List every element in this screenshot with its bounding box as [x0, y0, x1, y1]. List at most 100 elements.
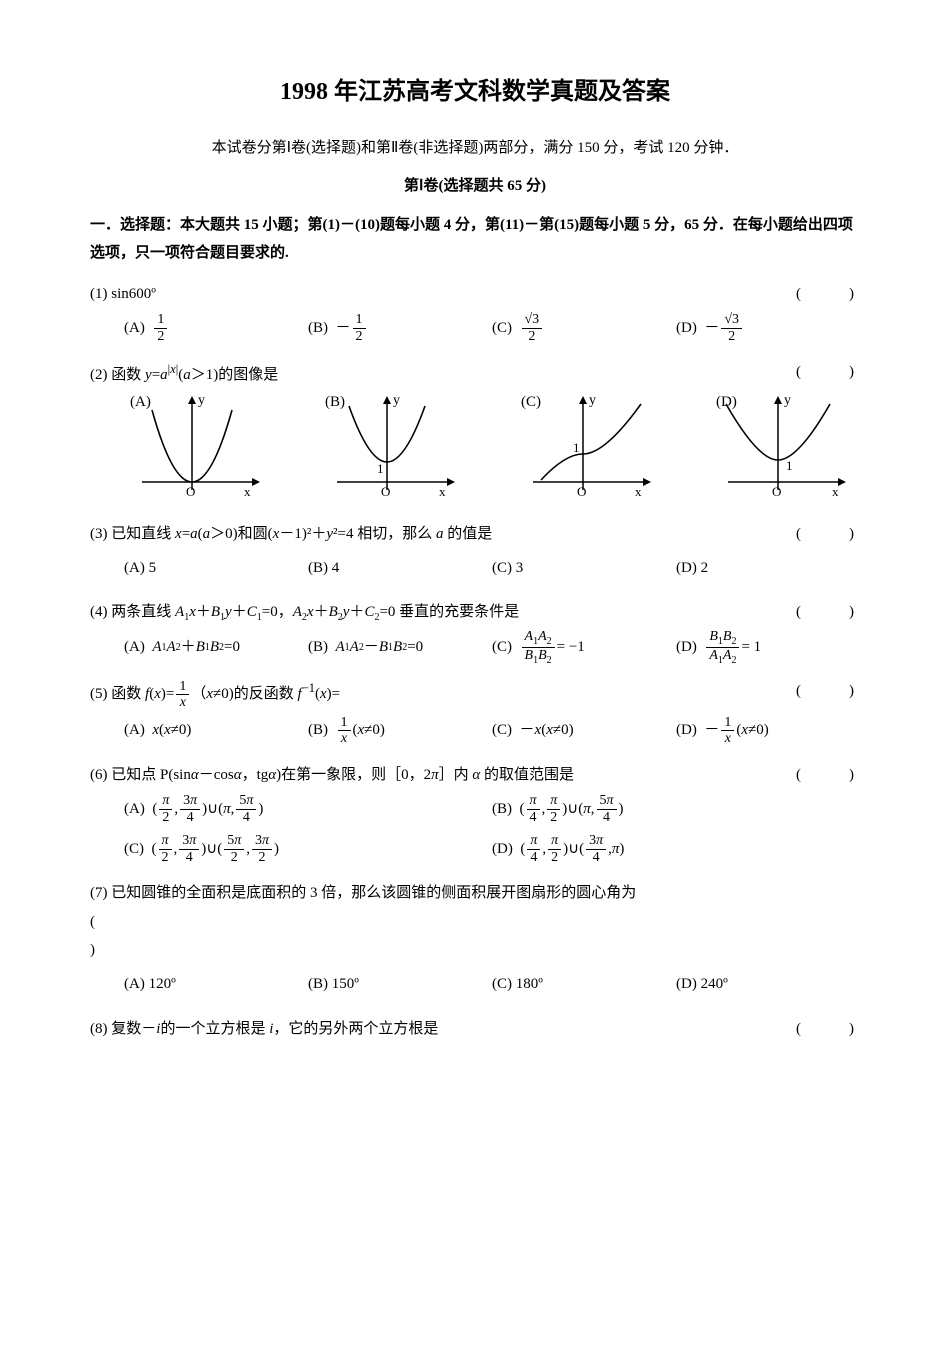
q4-blank: ( ) — [796, 598, 860, 627]
q6-s3: ，tg — [242, 767, 269, 783]
q6-opt-b: (B) (π4, π2)∪(π, 5π4) — [492, 789, 860, 829]
q8-blank: ( ) — [796, 1015, 860, 1044]
svg-text:(A): (A) — [130, 394, 151, 410]
q3-opt-b: (B) 4 — [308, 548, 492, 588]
svg-text:O: O — [381, 484, 390, 499]
q2-blank: ( ) — [796, 358, 860, 387]
svg-text:O: O — [772, 484, 781, 499]
q3-opt-d: (D) 2 — [676, 548, 860, 588]
q5-stem-b: 的反函数 — [234, 686, 298, 702]
svg-text:y: y — [198, 393, 205, 408]
q7-num: (7) — [90, 885, 108, 901]
q5-opt-d: (D) －1x(x≠0) — [676, 711, 860, 751]
svg-text:1: 1 — [377, 461, 384, 476]
q1-opt-b: (B) －12 — [308, 308, 492, 348]
svg-text:x: x — [832, 484, 839, 499]
q6-options: (A) (π2, 3π4)∪(π, 5π4) (B) (π4, π2)∪(π, … — [124, 789, 860, 869]
exam-intro: 本试卷分第Ⅰ卷(选择题)和第Ⅱ卷(非选择题)两部分，满分 150 分，考试 12… — [90, 134, 860, 163]
svg-text:1: 1 — [786, 458, 793, 473]
q4-opt-a: (A) A1A2＋B1B2=0 — [124, 627, 308, 667]
q2-stem-b: 的图像是 — [218, 367, 278, 383]
question-1: (1) sin600º ( ) (A) 12 (B) －12 (C) √32 (… — [90, 280, 860, 349]
q2-graph-d: (D) y 1 O x — [710, 390, 860, 510]
question-8: (8) 复数－i的一个立方根是 i，它的另外两个立方根是 ( ) — [90, 1015, 860, 1044]
q6-s2: －cos — [199, 767, 234, 783]
q1-options: (A) 12 (B) －12 (C) √32 (D) －√32 — [124, 308, 860, 348]
svg-text:1: 1 — [573, 440, 580, 455]
question-5: (5) 函数 f(x)=1x（x≠0)的反函数 f−1(x)= ( ) (A) … — [90, 677, 860, 750]
q5-num: (5) — [90, 686, 108, 702]
svg-text:(C): (C) — [521, 394, 541, 410]
q7-blank: ( ) — [90, 908, 860, 965]
q2-stem-a: 函数 — [111, 367, 145, 383]
question-7: (7) 已知圆锥的全面积是底面积的 3 倍，那么该圆锥的侧面积展开图扇形的圆心角… — [90, 879, 860, 1005]
q6-s6: 的取值范围是 — [480, 767, 574, 783]
q1-opt-d: (D) －√32 — [676, 308, 860, 348]
svg-text:x: x — [244, 484, 251, 499]
question-4: (4) 两条直线 A1x＋B1y＋C1=0，A2x＋B2y＋C2=0 垂直的充要… — [90, 598, 860, 667]
q8-stem-a: 复数－ — [111, 1021, 156, 1037]
q2-graphs: (A) y O x (B) y 1 O x — [124, 390, 860, 510]
q7-opt-b: (B) 150º — [308, 965, 492, 1005]
q4-opt-d: (D) B1B2A1A2= 1 — [676, 627, 860, 667]
q1-opt-a: (A) 12 — [124, 308, 308, 348]
svg-text:x: x — [439, 484, 446, 499]
svg-text:(D): (D) — [716, 394, 737, 410]
svg-text:y: y — [784, 393, 791, 408]
section-instructions: 一．选择题：本大题共 15 小题；第(1)－(10)题每小题 4 分，第(11)… — [90, 211, 860, 268]
q3-stem-b: 相切，那么 — [353, 526, 436, 542]
q6-s5: ］内 — [439, 767, 473, 783]
q3-opt-a: (A) 5 — [124, 548, 308, 588]
q6-num: (6) — [90, 767, 108, 783]
svg-text:O: O — [186, 484, 195, 499]
q2-graph-a: (A) y O x — [124, 390, 274, 510]
q1-opt-c: (C) √32 — [492, 308, 676, 348]
q5-opt-b: (B) 1x(x≠0) — [308, 711, 492, 751]
q6-opt-a: (A) (π2, 3π4)∪(π, 5π4) — [124, 789, 492, 829]
q1-stem: sin600º — [111, 286, 156, 302]
q6-opt-c: (C) (π2, 3π4)∪(5π2, 3π2) — [124, 829, 492, 869]
q7-opt-c: (C) 180º — [492, 965, 676, 1005]
q4-options: (A) A1A2＋B1B2=0 (B) A1A2－B1B2=0 (C) A1A2… — [124, 627, 860, 667]
q5-blank: ( ) — [796, 677, 860, 706]
q3-opt-c: (C) 3 — [492, 548, 676, 588]
svg-text:y: y — [393, 393, 400, 408]
q3-blank: ( ) — [796, 520, 860, 549]
q5-opt-a: (A) x(x≠0) — [124, 711, 308, 751]
question-2: (2) 函数 y=a|x|(a＞1)的图像是 ( ) (A) y O x (B)… — [90, 358, 860, 510]
q4-opt-c: (C) A1A2B1B2= −1 — [492, 627, 676, 667]
q8-stem-b: 的一个立方根是 — [160, 1021, 269, 1037]
q3-num: (3) — [90, 526, 108, 542]
q7-opt-a: (A) 120º — [124, 965, 308, 1005]
svg-text:O: O — [577, 484, 586, 499]
section-heading: 第Ⅰ卷(选择题共 65 分) — [90, 172, 860, 201]
q6-s1: 已知点 P(sin — [111, 767, 191, 783]
question-3: (3) 已知直线 x=a(a＞0)和圆(x－1)²＋y²=4 相切，那么 a 的… — [90, 520, 860, 589]
svg-text:y: y — [589, 393, 596, 408]
q5-options: (A) x(x≠0) (B) 1x(x≠0) (C) －x(x≠0) (D) －… — [124, 711, 860, 751]
q6-opt-d: (D) (π4, π2)∪(3π4, π) — [492, 829, 860, 869]
q8-stem-c: ，它的另外两个立方根是 — [273, 1021, 438, 1037]
q3-options: (A) 5 (B) 4 (C) 3 (D) 2 — [124, 548, 860, 588]
question-6: (6) 已知点 P(sinα－cosα，tgα)在第一象限，则［0，2π］内 α… — [90, 761, 860, 870]
page-title: 1998 年江苏高考文科数学真题及答案 — [90, 70, 860, 116]
q4-stem-a: 两条直线 — [111, 604, 175, 620]
q2-graph-c: (C) y 1 O x — [515, 390, 665, 510]
q5-stem-a: 函数 — [111, 686, 145, 702]
q2-graph-b: (B) y 1 O x — [319, 390, 469, 510]
q1-blank: ( ) — [796, 280, 860, 309]
q4-num: (4) — [90, 604, 108, 620]
q5-opt-c: (C) －x(x≠0) — [492, 711, 676, 751]
q7-options: (A) 120º (B) 150º (C) 180º (D) 240º — [124, 965, 860, 1005]
q8-num: (8) — [90, 1021, 108, 1037]
svg-text:x: x — [635, 484, 642, 499]
q3-stem-a: 已知直线 — [111, 526, 175, 542]
q6-blank: ( ) — [796, 761, 860, 790]
q7-stem: 已知圆锥的全面积是底面积的 3 倍，那么该圆锥的侧面积展开图扇形的圆心角为 — [111, 885, 636, 901]
q7-opt-d: (D) 240º — [676, 965, 860, 1005]
q3-stem-c: 的值是 — [443, 526, 492, 542]
q1-num: (1) — [90, 286, 108, 302]
q6-s4: )在第一象限，则［0，2 — [276, 767, 431, 783]
q4-opt-b: (B) A1A2－B1B2=0 — [308, 627, 492, 667]
q2-num: (2) — [90, 367, 108, 383]
